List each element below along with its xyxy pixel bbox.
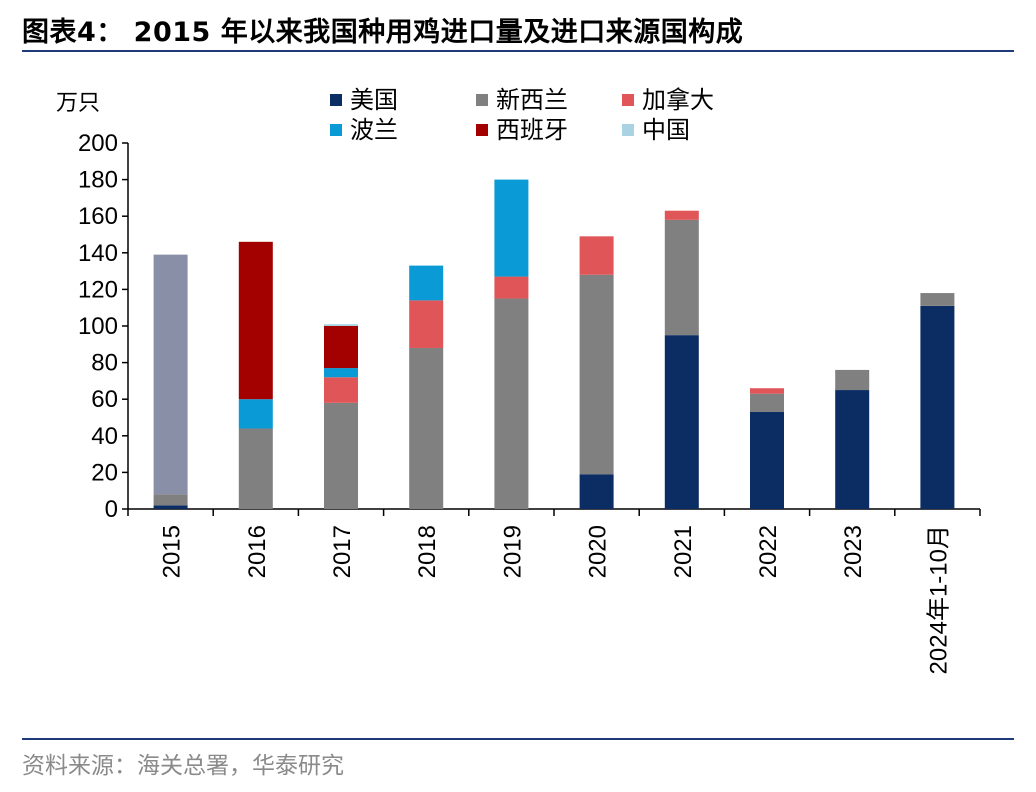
bar-segment [409, 265, 444, 301]
bar-segment [579, 274, 614, 475]
y-tick-label: 60 [91, 386, 118, 413]
bars-layer [153, 179, 955, 509]
x-tick-label: 2019 [499, 525, 526, 578]
legend-label: 波兰 [350, 116, 398, 144]
bar-segment [494, 298, 529, 509]
x-tick-label: 2021 [670, 525, 697, 578]
legend-swatch [622, 124, 634, 136]
bar-segment [750, 388, 784, 394]
y-tick-label: 0 [105, 496, 118, 523]
legend-label: 美国 [350, 86, 398, 114]
bar-segment [835, 390, 870, 509]
y-tick-label: 40 [91, 423, 118, 450]
legend-swatch [622, 94, 634, 106]
bar-segment [324, 326, 358, 369]
bar-segment [238, 428, 273, 509]
legend-label: 加拿大 [642, 86, 714, 114]
bar-segment [664, 335, 699, 509]
y-tick-label: 180 [78, 167, 118, 194]
y-tick-label: 200 [78, 130, 118, 157]
bar-segment [664, 210, 699, 220]
bar-segment [324, 377, 358, 403]
bar-segment [153, 494, 188, 506]
bar-segment [664, 219, 699, 336]
x-tick-label: 2023 [840, 525, 867, 578]
y-tick-label: 80 [91, 350, 118, 377]
bar-segment [835, 369, 870, 391]
x-tick-label: 2024年1-10月 [925, 525, 952, 674]
bottom-divider [22, 738, 1014, 740]
x-tick-label: 2022 [755, 525, 782, 578]
legend-label: 西班牙 [496, 116, 568, 144]
bar-segment [579, 236, 614, 275]
bar-segment [324, 402, 358, 509]
bar-segment [238, 399, 273, 429]
bar-segment [920, 305, 955, 509]
bar-segment [238, 241, 273, 400]
y-tick-label: 120 [78, 276, 118, 303]
legend-swatch [330, 124, 342, 136]
bar-segment [153, 505, 188, 509]
legend-swatch [330, 94, 342, 106]
x-tick-label: 2018 [414, 525, 441, 578]
y-tick-label: 20 [91, 459, 118, 486]
legend-swatch [476, 94, 488, 106]
bar-segment [750, 393, 784, 413]
bar-segment [579, 474, 614, 509]
bar-segment [324, 324, 358, 326]
bar-segment [494, 276, 529, 299]
x-tick-label: 2015 [159, 525, 186, 578]
bar-segment [409, 347, 444, 509]
x-tick-label: 2017 [329, 525, 356, 578]
bar-segment [324, 368, 358, 378]
legend-label: 中国 [642, 116, 690, 144]
bar-segment [409, 300, 444, 348]
bar-segment [920, 293, 955, 306]
y-tick-label: 100 [78, 313, 118, 340]
y-tick-label: 160 [78, 203, 118, 230]
legend-label: 新西兰 [496, 86, 568, 114]
x-tick-label: 2020 [585, 525, 612, 578]
bar-segment [494, 179, 529, 277]
chart-title: 图表4： 2015 年以来我国种用鸡进口量及进口来源国构成 [22, 17, 744, 48]
bar-segment [750, 412, 784, 509]
bar-segment [153, 254, 188, 495]
y-axis-unit-label: 万只 [56, 91, 100, 116]
legend-swatch [476, 124, 488, 136]
y-tick-label: 140 [78, 240, 118, 267]
x-tick-label: 2016 [244, 525, 271, 578]
top-divider [22, 50, 1014, 52]
source-note: 资料来源：海关总署，华泰研究 [22, 753, 344, 779]
